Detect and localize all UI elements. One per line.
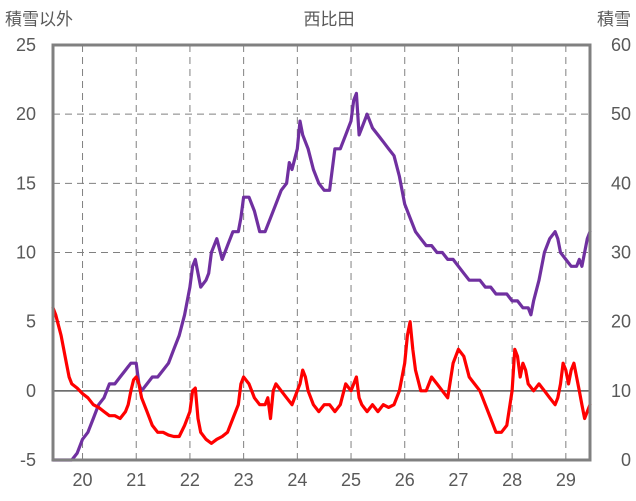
x-tick-label: 24 bbox=[287, 470, 307, 490]
right-tick-label: 0 bbox=[621, 450, 631, 470]
left-axis-label: 積雪以外 bbox=[5, 10, 73, 29]
right-tick-label: 20 bbox=[611, 312, 631, 332]
gridlines bbox=[53, 45, 590, 460]
left-tick-label: 5 bbox=[26, 312, 36, 332]
series-line-purple bbox=[51, 91, 592, 462]
left-tick-label: 10 bbox=[16, 243, 36, 263]
right-tick-label: 50 bbox=[611, 104, 631, 124]
x-tick-label: 26 bbox=[395, 470, 415, 490]
x-tick-label: 27 bbox=[448, 470, 468, 490]
x-tick-label: 20 bbox=[73, 470, 93, 490]
x-tick-label: 25 bbox=[341, 470, 361, 490]
right-tick-label: 30 bbox=[611, 243, 631, 263]
tick-labels: -5 0 5 10 15 20 25 0 10 20 30 40 50 60 20 21 22 23 24 25 26 2… bbox=[16, 35, 631, 490]
series-line-red bbox=[51, 306, 592, 445]
left-tick-label: 25 bbox=[16, 35, 36, 55]
right-tick-label: 10 bbox=[611, 381, 631, 401]
x-tick-label: 21 bbox=[126, 470, 146, 490]
x-tick-label: 28 bbox=[502, 470, 522, 490]
left-tick-label: 20 bbox=[16, 104, 36, 124]
left-tick-label: 15 bbox=[16, 173, 36, 193]
x-tick-label: 22 bbox=[180, 470, 200, 490]
right-axis-label: 積雪 bbox=[597, 10, 631, 29]
series-lines bbox=[51, 91, 592, 462]
x-tick-label: 23 bbox=[234, 470, 254, 490]
left-tick-label: -5 bbox=[20, 450, 36, 470]
x-tick-label: 29 bbox=[556, 470, 576, 490]
chart-title: 西比田 bbox=[304, 10, 355, 29]
right-tick-label: 40 bbox=[611, 173, 631, 193]
left-tick-label: 0 bbox=[26, 381, 36, 401]
plot-frame bbox=[51, 43, 592, 462]
right-tick-label: 60 bbox=[611, 35, 631, 55]
